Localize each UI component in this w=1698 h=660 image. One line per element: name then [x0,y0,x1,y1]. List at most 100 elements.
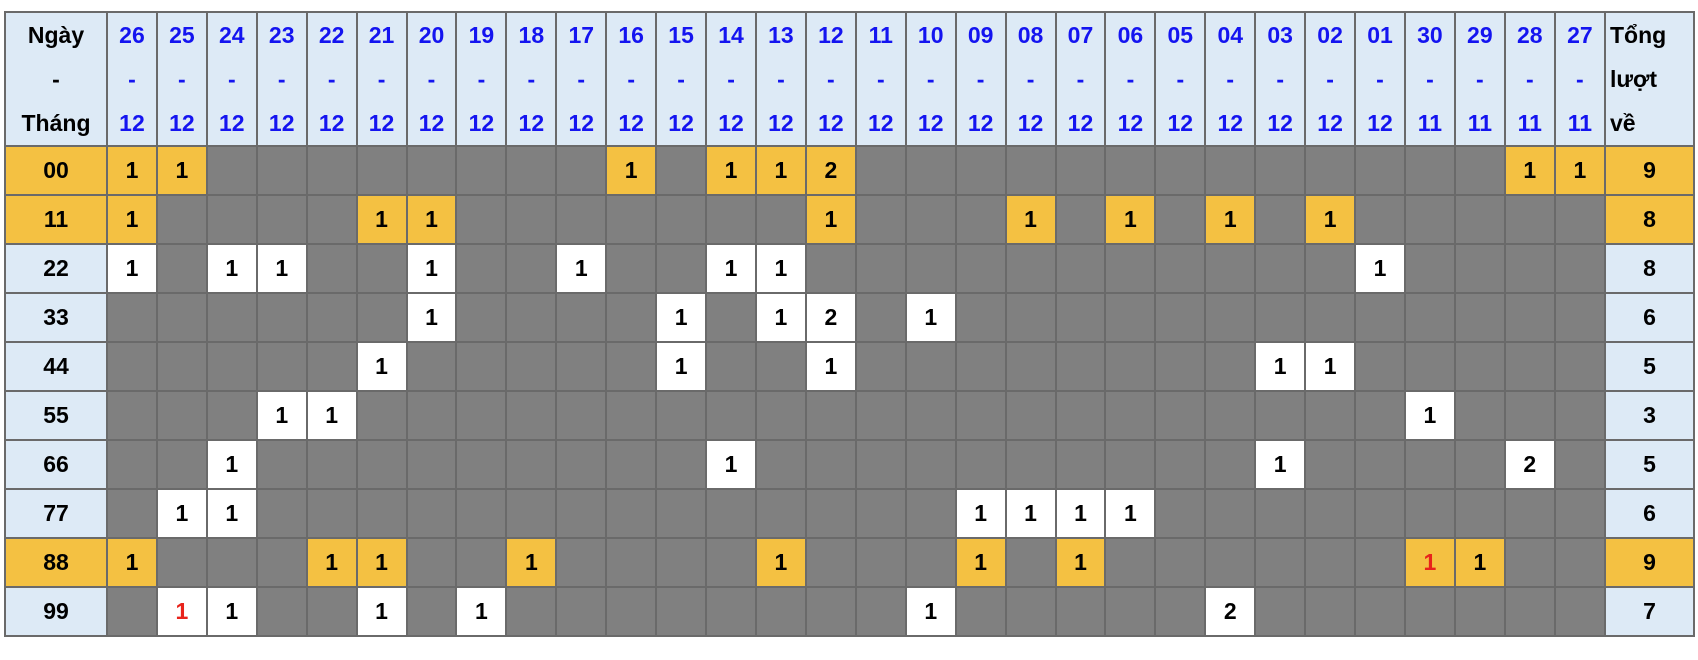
hit-cell: 1 [355,586,408,637]
table-row: 66 1 1 1 2 5 [4,439,1695,490]
empty-cell [1553,488,1607,539]
empty-cell [505,439,558,490]
empty-cell [1004,145,1057,196]
empty-cell [255,341,308,392]
header-date-part: 12 [1217,110,1244,136]
empty-cell [1204,341,1257,392]
empty-cell [854,145,907,196]
empty-cell [705,390,757,441]
hit-cell: 1 [1204,194,1257,245]
empty-cell [1054,145,1107,196]
empty-cell [1254,292,1307,343]
empty-cell [854,341,907,392]
empty-cell [106,586,158,637]
header-date-part: 12 [119,110,145,136]
empty-cell [1354,537,1406,588]
empty-cell [1054,243,1107,294]
empty-cell [1354,341,1406,392]
header-date: 29 - 11 [1453,11,1506,147]
header-date-part: - [727,66,735,92]
row-label: 77 [4,488,108,539]
empty-cell [804,439,857,490]
hit-cell: 1 [705,439,757,490]
empty-cell [1004,390,1057,441]
empty-cell [1154,145,1207,196]
empty-cell [505,292,558,343]
header-date-part: 12 [818,110,844,136]
hit-cell: 1 [205,586,258,637]
header-date: 14 - 12 [705,11,757,147]
hit-cell: 1 [1054,537,1107,588]
empty-cell [804,488,857,539]
empty-cell [1453,439,1506,490]
empty-cell [854,292,907,343]
empty-cell [205,292,258,343]
empty-cell [1254,390,1307,441]
empty-cell [305,292,358,343]
empty-cell [355,292,408,343]
empty-cell [555,537,608,588]
header-date-part: - [327,66,336,92]
header-date-part: - [627,66,636,92]
empty-cell [705,341,757,392]
header-date: 22 - 12 [305,11,358,147]
empty-cell [605,341,658,392]
table-row: 44 1 1 1 1 1 5 [4,341,1695,392]
header-date: 09 - 12 [954,11,1007,147]
empty-cell [804,243,857,294]
empty-cell [1204,390,1257,441]
header-date-part: 12 [1367,110,1393,136]
header-date: 24 - 12 [205,11,258,147]
header-date: 10 - 12 [904,11,957,147]
empty-cell [1254,488,1307,539]
header-date-part: 12 [169,110,195,136]
header-date-part: 07 [1067,22,1094,48]
empty-cell [655,243,708,294]
row-total: 5 [1604,439,1695,490]
empty-cell [655,439,708,490]
header-date-part: 16 [618,22,644,48]
row-total: 9 [1604,537,1695,588]
empty-cell [904,194,957,245]
empty-cell [1503,292,1556,343]
empty-cell [605,243,658,294]
empty-cell [705,586,757,637]
empty-cell [954,145,1007,196]
header-date-part: 22 [318,22,345,48]
header-date: 28 - 11 [1503,11,1556,147]
hit-cell: 1 [1054,488,1107,539]
empty-cell [555,488,608,539]
empty-cell [1154,537,1207,588]
empty-cell [355,488,408,539]
hit-cell: 1 [205,439,258,490]
hit-cell: 1 [1453,537,1506,588]
empty-cell [754,439,807,490]
empty-cell [954,341,1007,392]
hit-cell: 1 [155,488,208,539]
table-row: 55 1 1 1 3 [4,390,1695,441]
empty-cell [1354,488,1406,539]
empty-cell [555,390,608,441]
empty-cell [1354,292,1406,343]
hit-cell: 1 [255,390,308,441]
empty-cell [555,194,608,245]
row-total: 8 [1604,194,1695,245]
empty-cell [155,537,208,588]
header-date-part: - [178,66,186,92]
empty-cell [904,243,957,294]
empty-cell [904,341,957,392]
empty-cell [455,194,508,245]
empty-cell [455,488,508,539]
empty-cell [1154,292,1207,343]
empty-cell [555,586,608,637]
table-row: 00 1 1 1 1 1 2 1 1 9 [4,145,1695,196]
hit-cell: 1 [1403,537,1456,588]
empty-cell [954,243,1007,294]
header-line: Ngày [27,22,85,48]
empty-cell [1503,390,1556,441]
empty-cell [1304,586,1357,637]
empty-cell [655,390,708,441]
empty-cell [555,292,608,343]
empty-cell [106,488,158,539]
empty-cell [305,243,358,294]
